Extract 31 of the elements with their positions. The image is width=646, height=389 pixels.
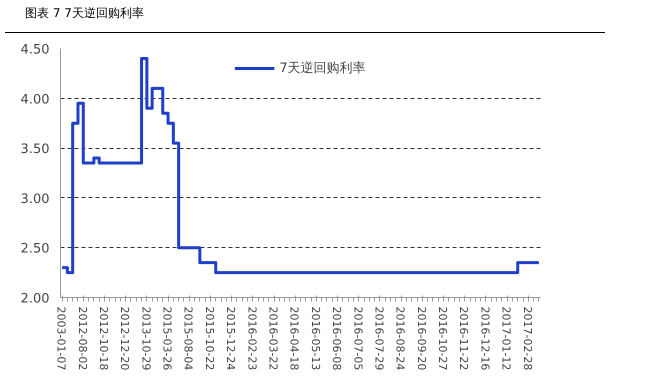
x-tick-label: 2013-10-29 [139,306,152,370]
x-tick-label: 2016-10-27 [436,306,450,370]
y-tick-label: 4.00 [20,92,50,108]
x-tick-label: 2017-01-12 [500,306,513,370]
x-tick-label: 2016-07-29 [372,306,386,370]
x-tick-label: 2003-01-07 [54,306,68,370]
x-tick-label: 2012-12-20 [118,306,132,370]
x-tick-label: 2016-12-16 [478,306,492,370]
x-tick-label: 2012-10-18 [96,306,110,370]
x-tick-label: 2012-08-02 [76,306,89,370]
legend-label: 7天逆回购利率 [279,60,366,77]
y-tick-label: 4.50 [20,42,50,58]
x-tick-label: 2015-10-22 [202,306,216,370]
chart-title: 图表 7 7天逆回购利率 [25,5,144,22]
y-tick-label: 2.00 [20,292,50,306]
x-tick-label: 2016-04-18 [288,306,301,370]
x-tick-label: 2016-03-22 [266,306,280,370]
y-tick-label: 3.50 [20,142,50,158]
x-tick-label: 2015-08-04 [182,306,195,370]
x-tick-label: 2016-08-24 [394,306,407,370]
x-tick-label: 2015-12-24 [224,306,238,370]
x-tick-label: 2016-06-08 [330,306,344,370]
x-tick-label: 2016-11-22 [457,306,470,370]
y-tick-label: 2.50 [20,242,50,257]
x-tick-label: 2016-05-13 [308,306,322,370]
x-tick-label: 2016-07-05 [351,306,364,370]
x-tick-label: 2017-02-28 [520,306,534,370]
x-tick-label: 2016-02-23 [245,306,258,370]
x-tick-label: 2015-03-26 [160,306,174,370]
y-tick-label: 3.00 [20,192,50,207]
x-tick-label: 2016-09-20 [414,306,428,370]
